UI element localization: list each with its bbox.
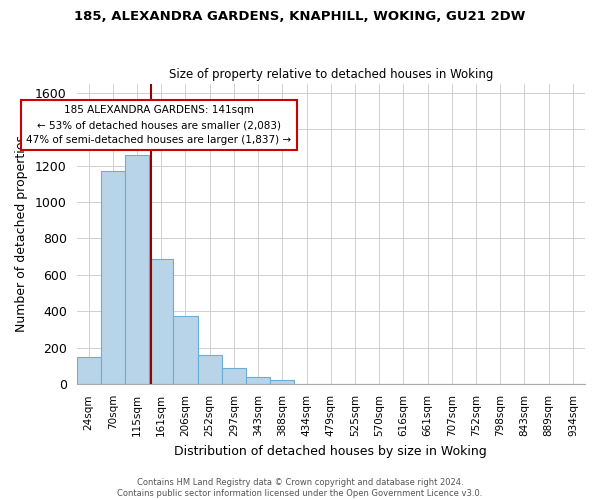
Bar xyxy=(101,171,125,384)
Text: 185 ALEXANDRA GARDENS: 141sqm
← 53% of detached houses are smaller (2,083)
47% o: 185 ALEXANDRA GARDENS: 141sqm ← 53% of d… xyxy=(26,106,292,145)
Bar xyxy=(246,378,270,384)
Bar xyxy=(222,368,246,384)
Bar xyxy=(77,358,101,384)
X-axis label: Distribution of detached houses by size in Woking: Distribution of detached houses by size … xyxy=(175,444,487,458)
Text: Contains HM Land Registry data © Crown copyright and database right 2024.
Contai: Contains HM Land Registry data © Crown c… xyxy=(118,478,482,498)
Bar xyxy=(149,258,173,384)
Bar xyxy=(125,154,149,384)
Title: Size of property relative to detached houses in Woking: Size of property relative to detached ho… xyxy=(169,68,493,81)
Bar xyxy=(270,380,295,384)
Bar xyxy=(197,355,222,384)
Text: 185, ALEXANDRA GARDENS, KNAPHILL, WOKING, GU21 2DW: 185, ALEXANDRA GARDENS, KNAPHILL, WOKING… xyxy=(74,10,526,23)
Bar xyxy=(173,316,197,384)
Y-axis label: Number of detached properties: Number of detached properties xyxy=(15,136,28,332)
